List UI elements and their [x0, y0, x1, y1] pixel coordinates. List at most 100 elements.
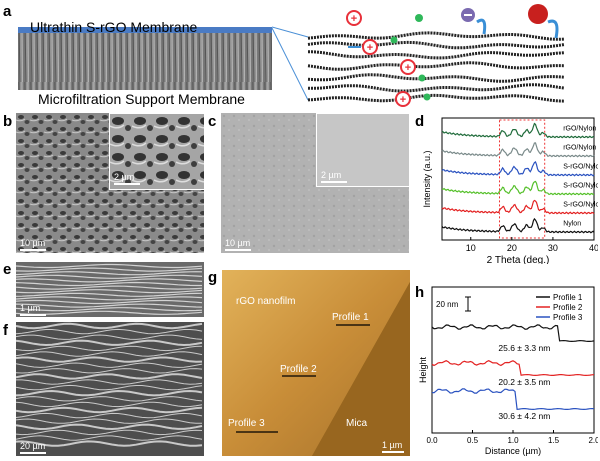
repel-arrow-icon [547, 19, 559, 39]
y-axis-label: Height [418, 356, 428, 383]
scale-bar-g: 1 µm [382, 440, 404, 453]
green-ion-icon [390, 36, 398, 44]
panel-b-sem-image: 2 µm 10 µm [16, 113, 204, 253]
xrd-series-line [441, 199, 595, 215]
zoom-line-top [272, 26, 309, 38]
height-profile-line [431, 360, 595, 377]
scale-bar-e: 1 µm [20, 303, 46, 316]
profile-3-label: Profile 3 [228, 418, 265, 429]
x-axis-label: Distance (µm) [485, 446, 541, 456]
large-ion-icon [528, 4, 548, 24]
plot-frame [431, 286, 595, 434]
repel-arrow-icon [476, 18, 487, 35]
scale-bar-f: 20 µm [20, 441, 46, 454]
graphene-sheet [307, 93, 565, 103]
x-tick-label: 0.5 [467, 436, 479, 445]
x-tick-label: 1.0 [507, 436, 519, 445]
membrane-cross-section [18, 27, 272, 90]
panel-label-b: b [3, 113, 13, 130]
series-label: rGO/Nylon in water [563, 125, 598, 132]
profile-1-label: Profile 1 [332, 312, 369, 323]
legend-entry: Profile 3 [553, 313, 583, 322]
mica-label: Mica [346, 418, 368, 429]
svg-text:+: + [405, 62, 411, 74]
x-tick-label: 30 [548, 243, 558, 253]
graphene-sheet [307, 73, 565, 83]
scale-bar-c-inset: 2 µm [321, 170, 347, 183]
height-profile-line [431, 324, 595, 343]
panel-label-e: e [3, 261, 12, 278]
plot-frame [441, 117, 595, 241]
graphene-sheet [307, 61, 565, 71]
legend-entry: Profile 1 [553, 293, 583, 302]
x-tick-label: 0.0 [426, 436, 438, 445]
profile-annotation: 25.6 ± 3.3 nm [498, 343, 550, 353]
series-label: S-rGO/Nylon-1 [563, 182, 598, 189]
panel-label-h: h [415, 284, 425, 301]
graphene-sheets [307, 31, 565, 103]
height-scale-label: 20 nm [436, 300, 459, 309]
x-tick-label: 40 [589, 243, 598, 253]
profile-annotation: 30.6 ± 4.2 nm [498, 411, 550, 421]
panel-g-afm-image: rGO nanofilm Profile 1 Profile 2 Profile… [222, 270, 410, 456]
xrd-series-line [441, 142, 595, 158]
height-profile-line [431, 388, 595, 411]
panel-a-top-label: Ultrathin S-rGO Membrane [30, 22, 198, 35]
panel-a-schematic: + + + + [272, 4, 565, 107]
profile-annotation: 20.2 ± 3.5 nm [498, 377, 550, 387]
zoom-line-bottom [272, 27, 309, 101]
afm-height-map [222, 270, 410, 456]
x-tick-label: 2.0 [588, 436, 598, 445]
xrd-series-line [441, 122, 595, 139]
cation-icon [362, 39, 378, 55]
graphene-sheet [308, 50, 565, 60]
x-tick-label: 10 [466, 243, 476, 253]
svg-text:+: + [400, 94, 406, 106]
x-axis-label: 2 Theta (deg.) [487, 255, 550, 264]
mica-region [312, 282, 410, 456]
graphene-sheet [307, 31, 565, 41]
series-label: S-rGO/Nylon-2 [563, 163, 598, 170]
graphene-sheet [307, 83, 565, 93]
fibrous-layered-texture [16, 322, 204, 456]
scale-bar-b-inset: 2 µm [114, 172, 140, 185]
legend-entry: Profile 2 [553, 303, 583, 312]
series-label: Nylon [563, 220, 581, 227]
panel-c-inset: 2 µm [316, 113, 409, 187]
xrd-series-line [441, 160, 595, 177]
srgo-layer [18, 27, 272, 33]
cation-icon [400, 59, 416, 75]
panel-a-membrane-image: Ultrathin S-rGO Membrane Microfiltration… [18, 22, 272, 108]
green-ion-icon [423, 93, 431, 101]
profile-2-label: Profile 2 [280, 364, 317, 375]
panel-d-xrd-chart: Nylon S-rGO/Nylon S-rGO/Nylon-1 S-rGO/Nylon… [422, 117, 598, 264]
afm-title: rGO nanofilm [236, 296, 296, 307]
x-tick-label: 1.5 [548, 436, 560, 445]
layered-texture [16, 262, 204, 317]
xrd-series-line [441, 180, 595, 196]
series-label: rGO/Nylon [563, 144, 596, 151]
panel-label-g: g [208, 269, 218, 286]
panel-f-sem-image: 20 µm [16, 322, 204, 456]
panel-label-c: c [208, 113, 217, 130]
x-tick-label: 20 [507, 243, 517, 253]
panel-label-f: f [3, 322, 8, 339]
panel-b-inset: 2 µm [109, 113, 204, 190]
green-ion-icon [418, 74, 426, 82]
ion-markers: + + + + [346, 4, 559, 107]
panel-c-sem-image: 2 µm 10 µm [221, 113, 409, 253]
anion-icon [464, 14, 472, 16]
highlight-box [499, 119, 546, 239]
panel-a-bottom-label: Microfiltration Support Membrane [38, 91, 245, 107]
panel-e-sem-image: 1 µm [16, 262, 204, 317]
rgo-nanofilm-region [222, 270, 410, 456]
scale-bar-c-main: 10 µm [225, 238, 251, 251]
y-axis-label: Intensity (a.u.) [422, 150, 432, 207]
panel-label-a: a [3, 3, 12, 20]
scale-bar-b-main: 10 µm [20, 238, 46, 251]
cation-icon [346, 10, 362, 26]
support-membrane-sem [18, 32, 272, 90]
panel-label-d: d [415, 113, 425, 130]
cation-icon [395, 91, 411, 107]
